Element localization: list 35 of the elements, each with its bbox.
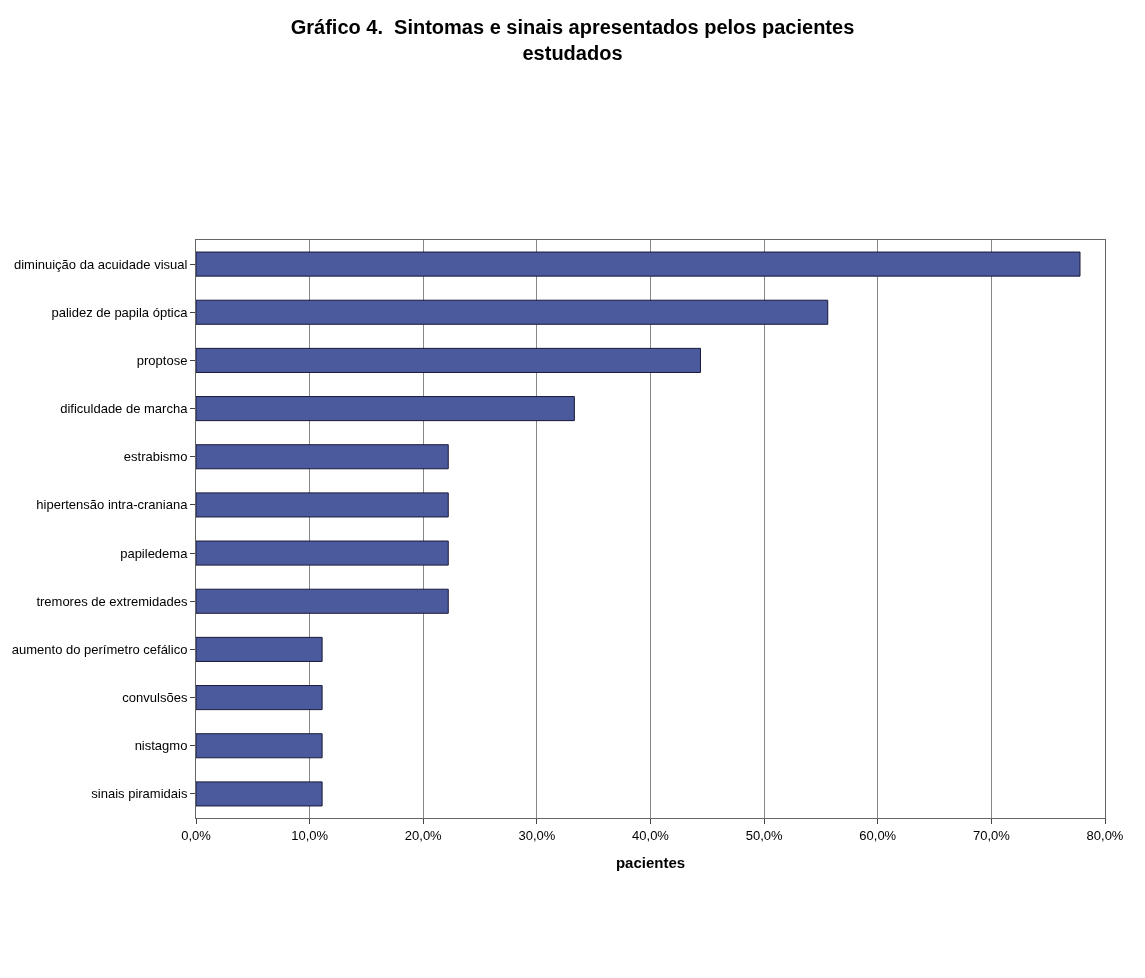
y-tick-label: dificuldade de marcha (60, 401, 189, 417)
x-tick-label: 20,0% (404, 827, 443, 843)
x-tick-label: 10,0% (291, 827, 329, 843)
y-tick-label: tremores de extremidades (36, 593, 188, 609)
x-tick-label: 0,0% (181, 827, 212, 843)
y-tick-label: convulsões (122, 690, 188, 706)
bar (196, 299, 829, 325)
y-tick-label: sinais piramidais (91, 786, 188, 802)
x-tick-label: 40,0% (632, 827, 670, 843)
y-tick-label: hipertensão intra-craniana (36, 497, 189, 513)
bar (196, 733, 323, 759)
y-tick-label: palidez de papila óptica (51, 304, 189, 320)
bar (196, 492, 449, 518)
y-tick-label: nistagmo (134, 738, 188, 754)
y-tick-label: diminuição da acuidade visual (13, 256, 188, 272)
chart-title: Gráfico 4. Sintomas e sinais apresentados pelos pacientes estudados (290, 16, 855, 65)
bar (196, 636, 323, 662)
bar (196, 588, 449, 614)
bar (196, 781, 323, 807)
x-tick-label: 30,0% (518, 827, 556, 843)
y-tick-label: aumento do perímetro cefálico (11, 641, 188, 657)
x-tick-label: 60,0% (859, 827, 897, 843)
x-tick-label: 80,0% (1086, 827, 1124, 843)
bar (196, 251, 1081, 277)
bar (196, 347, 701, 373)
bar (196, 444, 449, 470)
bar (196, 685, 323, 711)
x-tick-label: 50,0% (745, 827, 783, 843)
y-tick-label: papiledema (120, 545, 189, 561)
y-tick-label: proptose (136, 352, 188, 368)
x-axis-title: pacientes (615, 853, 686, 871)
y-tick-label: estrabismo (123, 449, 188, 465)
bar (196, 540, 449, 566)
bar (196, 396, 575, 422)
x-tick-label: 70,0% (972, 827, 1011, 843)
